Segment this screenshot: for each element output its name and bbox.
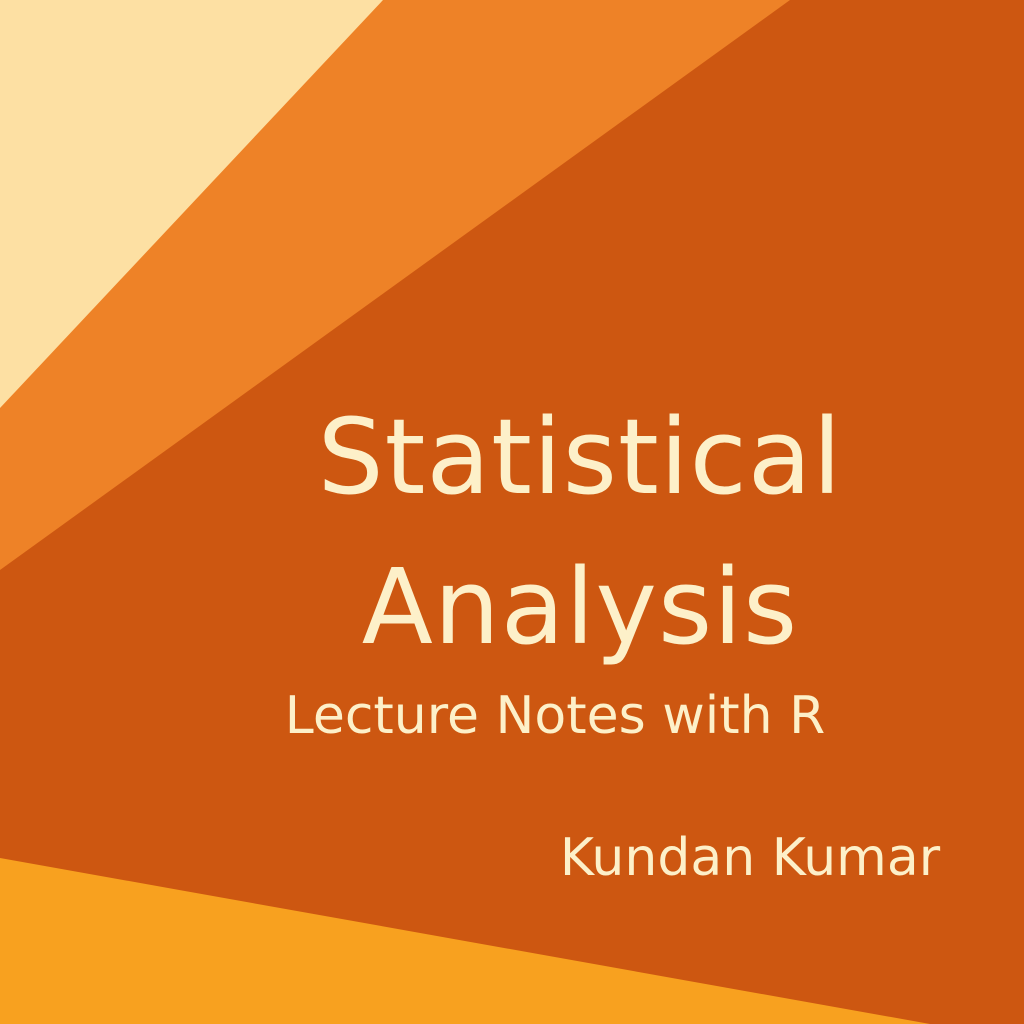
- author-name: Kundan Kumar: [559, 828, 941, 888]
- bottom-band: [0, 858, 930, 1024]
- light-corner-band: [0, 0, 383, 408]
- title-line-statistical: Statistical: [317, 396, 843, 518]
- title-line-analysis: Analysis: [361, 546, 799, 668]
- subtitle: Lecture Notes with R: [284, 686, 826, 746]
